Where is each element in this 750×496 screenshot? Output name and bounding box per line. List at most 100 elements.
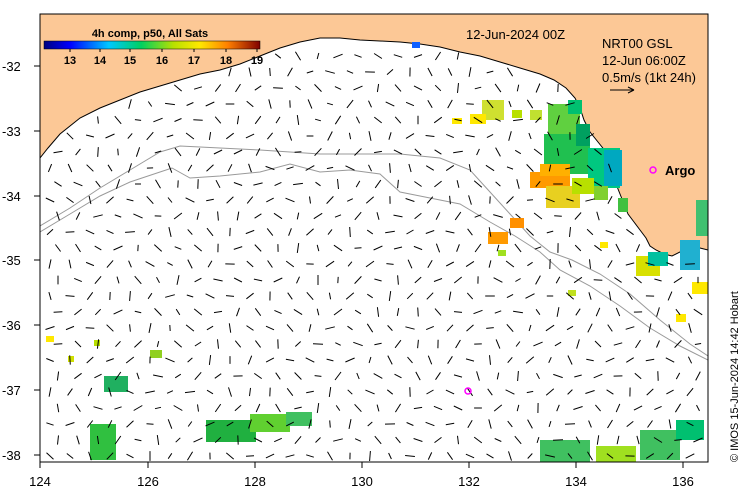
current-vector (495, 339, 501, 349)
current-vector (294, 406, 302, 410)
current-vector (527, 261, 533, 267)
current-vector (387, 355, 393, 365)
current-vector (554, 341, 562, 347)
current-vector (595, 307, 601, 317)
current-vector (485, 164, 495, 172)
current-vector (627, 292, 633, 300)
current-vector (453, 374, 463, 378)
current-vector (184, 390, 196, 394)
current-vector (154, 406, 162, 410)
current-vector (186, 294, 194, 298)
current-vector (193, 437, 203, 443)
y-tick-label: -32 (2, 59, 21, 74)
current-vector (194, 341, 202, 347)
current-vector (167, 419, 173, 429)
current-vector (214, 116, 222, 124)
current-vector (207, 260, 213, 268)
current-vector (446, 452, 454, 460)
current-vector (494, 310, 502, 314)
current-vector (473, 436, 483, 444)
current-vector (488, 227, 492, 237)
current-vector (333, 438, 343, 442)
current-vector (486, 70, 494, 74)
current-vector (254, 372, 262, 380)
current-vector (456, 244, 460, 252)
current-vector (253, 278, 263, 282)
argo-float-marker (464, 387, 472, 395)
current-vector (374, 278, 382, 282)
current-vector (186, 451, 194, 461)
current-vector (413, 54, 423, 58)
current-vector (306, 291, 314, 301)
current-vector (547, 131, 553, 141)
current-vector (586, 228, 594, 236)
current-vector (374, 435, 382, 445)
current-vector (286, 387, 294, 397)
current-vector (128, 99, 132, 109)
current-vector (585, 133, 595, 139)
current-vector (233, 277, 243, 283)
current-vector (465, 453, 475, 459)
current-vector (365, 389, 375, 395)
current-vector (329, 420, 331, 428)
current-vector (567, 453, 573, 459)
current-vector (434, 308, 442, 316)
current-vector (86, 164, 94, 172)
current-vector (488, 260, 492, 268)
current-vector (316, 244, 320, 252)
current-vector (456, 180, 460, 188)
current-vector (446, 133, 454, 139)
current-vector (693, 437, 703, 443)
current-vector (514, 149, 522, 155)
current-vector (168, 226, 172, 238)
current-vector (193, 86, 203, 90)
current-vector (687, 292, 693, 300)
current-vector (368, 164, 372, 172)
current-vector (425, 165, 435, 171)
current-vector (473, 309, 483, 315)
current-vector (487, 388, 493, 396)
current-vector (365, 260, 375, 268)
current-vector (355, 180, 361, 188)
current-vector (434, 51, 442, 61)
current-vector (117, 148, 119, 156)
current-vector (327, 229, 333, 235)
current-vector (86, 292, 94, 300)
current-vector (374, 150, 382, 154)
current-vector (454, 211, 462, 221)
current-vector (126, 389, 134, 395)
current-vector (114, 406, 122, 410)
colorbar-tick-label: 13 (64, 55, 76, 67)
current-vector (46, 422, 54, 426)
current-vector (85, 229, 95, 235)
current-vector (345, 357, 355, 363)
current-vector (106, 260, 114, 268)
current-vector (265, 325, 275, 331)
current-vector (394, 339, 402, 349)
current-vector (466, 387, 474, 397)
current-vector (326, 102, 334, 106)
current-vector (466, 292, 474, 300)
current-vector (635, 244, 641, 252)
y-tick-label: -38 (2, 448, 21, 463)
current-vector (46, 358, 54, 362)
current-vector (445, 422, 455, 426)
current-vector (288, 228, 292, 236)
current-vector (266, 228, 274, 236)
current-vector (406, 229, 414, 235)
current-vector (506, 166, 514, 170)
current-vector (373, 116, 383, 124)
current-vector (214, 436, 222, 444)
current-vector (385, 101, 395, 107)
current-vector (517, 370, 519, 382)
current-vector (415, 371, 421, 381)
current-vector (393, 54, 403, 58)
current-vector (587, 451, 593, 461)
current-vector (607, 196, 613, 204)
current-vector (366, 323, 374, 333)
current-vector (656, 307, 660, 317)
current-vector (156, 435, 160, 445)
current-vector (65, 422, 75, 426)
current-vector (608, 291, 612, 301)
current-vector (335, 405, 341, 411)
